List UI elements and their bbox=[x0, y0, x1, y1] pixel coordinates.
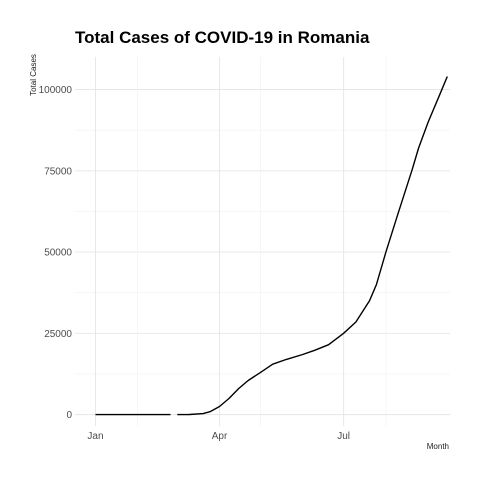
series-lines bbox=[95, 76, 448, 416]
y-tick-label: 100000 bbox=[39, 85, 73, 96]
series-line bbox=[177, 76, 448, 416]
y-tick-labels: 0 25000 50000 75000 100000 bbox=[39, 85, 73, 421]
y-tick-label: 0 bbox=[66, 410, 72, 421]
x-tick-labels: Jan Apr Jul bbox=[87, 431, 350, 442]
x-tick-label: Jan bbox=[87, 431, 103, 442]
x-axis-label: Month bbox=[427, 442, 449, 451]
y-axis-label: Total Cases bbox=[29, 54, 38, 96]
y-tick-label: 25000 bbox=[44, 329, 72, 340]
x-tick-label: Apr bbox=[212, 431, 228, 442]
chart-title: Total Cases of COVID-19 in Romania bbox=[75, 28, 370, 47]
grid-lines bbox=[75, 57, 450, 426]
y-tick-label: 50000 bbox=[44, 248, 72, 259]
x-tick-label: Jul bbox=[337, 431, 350, 442]
y-tick-label: 75000 bbox=[44, 166, 72, 177]
